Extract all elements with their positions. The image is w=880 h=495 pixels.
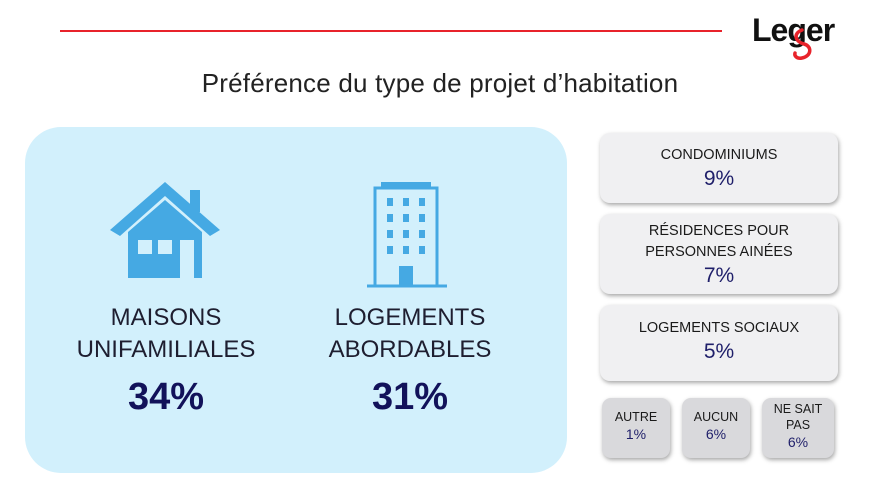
affordable-label-line1: LOGEMENTS (334, 304, 486, 331)
main-preference-panel (25, 127, 567, 473)
logo-text: Leger (752, 12, 835, 48)
dont-know-percent: 6% (787, 434, 809, 450)
none-percent: 6% (705, 426, 727, 442)
none-card: AUCUN 6% (682, 398, 750, 458)
affordable-housing-percent: 31% (371, 376, 449, 418)
house-icon (110, 182, 220, 278)
social-housing-card: LOGEMENTS SOCIAUX 5% (600, 305, 838, 381)
none-label: AUCUN (693, 410, 739, 424)
social-housing-percent: 5% (703, 340, 735, 363)
single-family-label-line2: UNIFAMILIALES (76, 336, 256, 363)
dont-know-label-line1: NE SAIT (773, 402, 823, 416)
condominiums-percent: 9% (703, 167, 735, 190)
dont-know-label-line2: PAS (785, 418, 811, 432)
condominiums-card: CONDOMINIUMS 9% (600, 133, 838, 203)
senior-residences-label-line1: RÉSIDENCES POUR (648, 223, 790, 239)
dont-know-card: NE SAIT PAS 6% (762, 398, 834, 458)
single-family-homes-label: MAISONS UNIFAMILIALES (56, 302, 276, 366)
other-percent: 1% (625, 426, 647, 442)
social-housing-label: LOGEMENTS SOCIAUX (638, 320, 800, 336)
other-card: AUTRE 1% (602, 398, 670, 458)
affordable-housing-label: LOGEMENTS ABORDABLES (300, 302, 520, 366)
logo-accent-swoosh (793, 28, 812, 60)
affordable-label-line2: ABORDABLES (328, 336, 492, 363)
other-label: AUTRE (614, 410, 658, 424)
single-family-label-line1: MAISONS (110, 304, 222, 331)
single-family-homes-percent: 34% (127, 376, 205, 418)
condominiums-label: CONDOMINIUMS (660, 147, 778, 163)
building-icon (367, 182, 447, 288)
top-divider-line (60, 30, 722, 32)
senior-residences-label-line2: PERSONNES AINÉES (645, 244, 793, 260)
senior-residences-card: RÉSIDENCES POUR PERSONNES AINÉES 7% (600, 214, 838, 294)
senior-residences-percent: 7% (703, 264, 735, 287)
leger-logo: Leger (752, 12, 836, 60)
page-title: Préférence du type de projet d’habitatio… (201, 68, 679, 98)
